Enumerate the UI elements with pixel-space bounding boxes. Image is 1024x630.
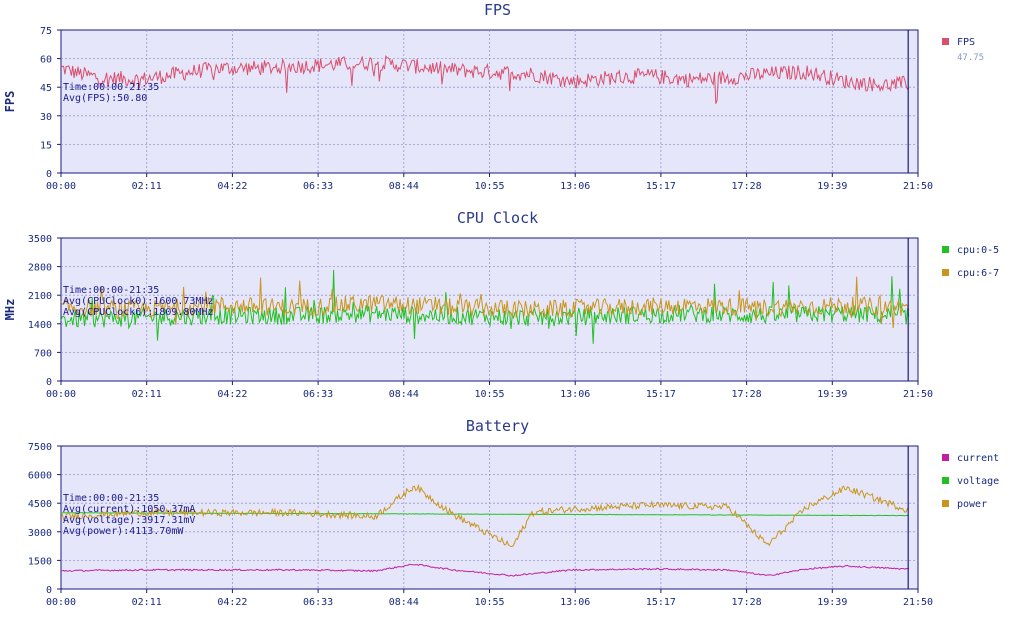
info-text: Time:00:00-21:35: [63, 82, 159, 93]
x-tick-label: 17:28: [732, 597, 762, 608]
legend-swatch[interactable]: [942, 246, 949, 253]
x-tick-label: 06:33: [303, 597, 333, 608]
series-line-current: [61, 563, 909, 577]
info-text: Avg(CPUClock0):1600.73MHz: [63, 296, 214, 307]
y-tick-label: 15: [40, 140, 52, 151]
x-tick-label: 19:39: [817, 597, 847, 608]
info-text: Time:00:00-21:35: [63, 285, 159, 296]
y-tick-label: 60: [40, 55, 52, 66]
chart-fps: FPS 00:00 02:11 04:22 06:33 08:44 10:55 13:06 15…: [3, 1, 984, 192]
y-axis-label: MHz: [3, 299, 17, 321]
info-text: Avg(current):1050.37mA: [63, 504, 195, 515]
info-text: Time:00:00-21:35: [63, 493, 159, 504]
y-tick-label: 1400: [28, 320, 52, 331]
x-tick-label: 06:33: [303, 389, 333, 400]
y-tick-label: 3500: [28, 234, 52, 245]
legend-swatch[interactable]: [942, 500, 949, 507]
y-tick-label: 0: [46, 585, 52, 596]
x-tick-label: 19:39: [817, 181, 847, 192]
chart-cpu: CPU Clock 00:00 02:11 04:22 06:33 08:44 10:55 1…: [3, 209, 999, 400]
y-tick-label: 3000: [28, 528, 52, 539]
y-axis-label: FPS: [3, 91, 17, 113]
x-tick-label: 02:11: [132, 181, 162, 192]
legend-swatch[interactable]: [942, 38, 949, 45]
legend-label: FPS: [957, 37, 975, 48]
info-text: Avg(voltage):3917.31mV: [63, 515, 195, 526]
x-tick-label: 15:17: [646, 389, 676, 400]
x-tick-label: 08:44: [389, 389, 419, 400]
legend-swatch[interactable]: [942, 269, 949, 276]
series-line-power: [60, 483, 910, 548]
plot-area: [60, 29, 919, 174]
x-tick-label: 15:17: [646, 181, 676, 192]
legend-value: 47.75: [957, 53, 984, 63]
y-tick-label: 6000: [28, 471, 52, 482]
chart-title: CPU Clock: [457, 209, 538, 227]
info-text: Avg(CPUClock6):1809.80MHz: [63, 307, 214, 318]
legend-swatch[interactable]: [942, 477, 949, 484]
y-tick-label: 75: [40, 26, 52, 37]
info-text: Avg(power):4113.70mW: [63, 526, 184, 537]
chart-title: Battery: [466, 417, 529, 435]
y-tick-label: 0: [46, 377, 52, 388]
x-tick-label: 10:55: [474, 181, 504, 192]
y-tick-label: 4500: [28, 499, 52, 510]
x-tick-label: 13:06: [560, 597, 590, 608]
chart-battery: Battery 00:00 02:11 04:22 06:33 08:44 10:55 13:…: [28, 417, 999, 608]
legend-swatch[interactable]: [942, 454, 949, 461]
x-tick-label: 17:28: [732, 181, 762, 192]
x-tick-label: 04:22: [217, 597, 247, 608]
chart-title: FPS: [484, 1, 511, 19]
x-tick-label: 15:17: [646, 597, 676, 608]
x-tick-label: 13:06: [560, 389, 590, 400]
x-tick-label: 10:55: [474, 389, 504, 400]
x-tick-label: 10:55: [474, 597, 504, 608]
info-text: Avg(FPS):50.80: [63, 93, 147, 104]
x-tick-label: 04:22: [217, 181, 247, 192]
legend-label: cpu:0-5: [957, 245, 999, 256]
x-tick-label: 00:00: [46, 389, 76, 400]
series-line-cpu-6-7: [60, 276, 910, 329]
x-tick-label: 02:11: [132, 597, 162, 608]
x-tick-label: 21:50: [903, 181, 933, 192]
legend-label: cpu:6-7: [957, 268, 999, 279]
x-tick-label: 08:44: [389, 181, 419, 192]
x-tick-label: 00:00: [46, 181, 76, 192]
y-tick-label: 2100: [28, 291, 52, 302]
x-tick-label: 06:33: [303, 181, 333, 192]
legend-label: voltage: [957, 476, 999, 487]
x-tick-label: 00:00: [46, 597, 76, 608]
x-tick-label: 21:50: [903, 597, 933, 608]
y-tick-label: 700: [34, 348, 52, 359]
legend-label: power: [957, 499, 987, 510]
x-tick-label: 17:28: [732, 389, 762, 400]
x-tick-label: 13:06: [560, 181, 590, 192]
y-tick-label: 30: [40, 112, 52, 123]
series-line-fps: [60, 54, 910, 104]
x-tick-label: 08:44: [389, 597, 419, 608]
x-tick-label: 04:22: [217, 389, 247, 400]
legend-label: current: [957, 453, 999, 464]
y-tick-label: 1500: [28, 556, 52, 567]
x-tick-label: 19:39: [817, 389, 847, 400]
y-tick-label: 0: [46, 169, 52, 180]
plot-area: [60, 445, 919, 590]
x-tick-label: 02:11: [132, 389, 162, 400]
x-tick-label: 21:50: [903, 389, 933, 400]
y-tick-label: 45: [40, 83, 52, 94]
y-tick-label: 7500: [28, 442, 52, 453]
y-tick-label: 2800: [28, 263, 52, 274]
